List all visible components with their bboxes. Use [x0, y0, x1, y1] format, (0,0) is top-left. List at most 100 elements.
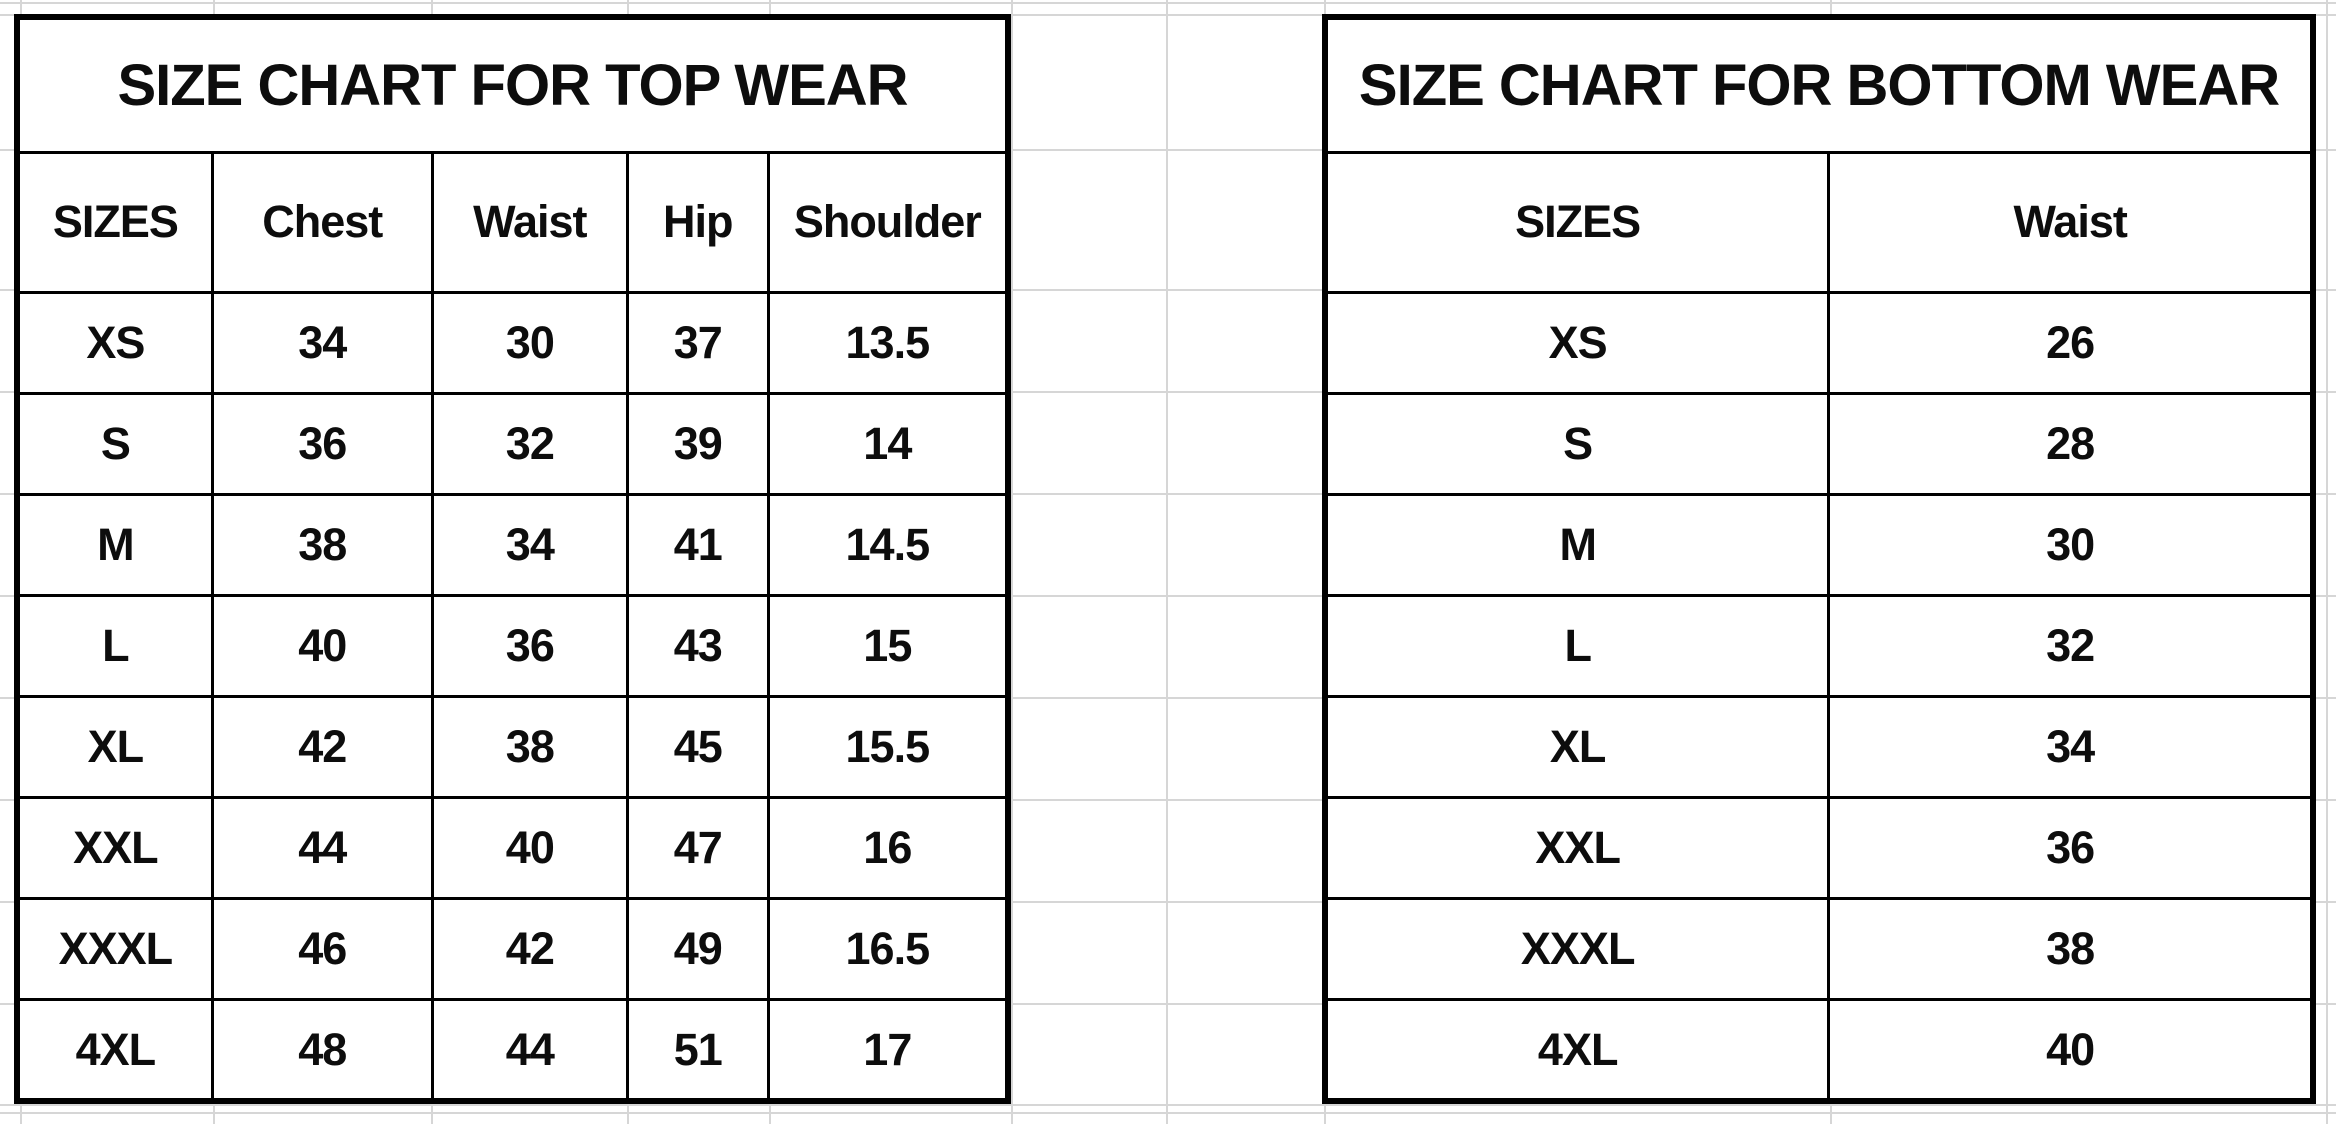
measurement-cell: 16.5: [766, 897, 1010, 1002]
measurement-cell: 34: [210, 290, 434, 395]
table-header-row: SIZES Chest Waist Hip Shoulder: [15, 150, 1010, 294]
size-label-cell: XL: [15, 694, 214, 800]
measurement-cell: 43: [625, 593, 770, 699]
column-header: Hip: [625, 150, 770, 294]
gridline-horizontal: [0, 595, 2336, 597]
table-row: S 36 32 39 14: [15, 391, 1010, 496]
table-row: XL 34: [1323, 694, 2315, 800]
measurement-cell: 39: [625, 391, 770, 496]
measurement-cell: 13.5: [766, 290, 1010, 395]
gridline-horizontal: [0, 289, 2336, 291]
measurement-cell: 17: [766, 998, 1010, 1103]
gridline-horizontal: [0, 14, 2336, 16]
table-row: XL 42 38 45 15.5: [15, 694, 1010, 800]
measurement-cell: 40: [1827, 998, 2315, 1103]
size-chart-top-wear-table: SIZE CHART FOR TOP WEAR SIZES Chest Waist Hi…: [14, 14, 1011, 1104]
table-row: 4XL 40: [1323, 998, 2315, 1103]
size-label-cell: XXXL: [15, 897, 214, 1002]
measurement-cell: 37: [625, 290, 770, 395]
measurement-cell: 46: [210, 897, 434, 1002]
gridline-horizontal: [0, 149, 2336, 151]
table-row: XS 26: [1323, 290, 2315, 395]
size-label-cell: M: [15, 492, 214, 597]
size-label-cell: L: [15, 593, 214, 699]
measurement-cell: 49: [625, 897, 770, 1002]
gridline-vertical: [1166, 0, 1168, 1124]
measurement-cell: 32: [430, 391, 629, 496]
gridline-horizontal: [0, 1104, 2336, 1106]
table-row: XXXL 38: [1323, 897, 2315, 1002]
size-chart-bottom-wear-table: SIZE CHART FOR BOTTOM WEAR SIZES Waist XS 26…: [1322, 14, 2316, 1104]
measurement-cell: 41: [625, 492, 770, 597]
measurement-cell: 30: [1827, 492, 2315, 597]
measurement-cell: 38: [1827, 897, 2315, 1002]
size-label-cell: S: [1323, 391, 1831, 496]
measurement-cell: 45: [625, 694, 770, 800]
gridline-vertical: [1011, 0, 1013, 1124]
size-label-cell: XS: [1323, 290, 1831, 395]
table-row: M 38 34 41 14.5: [15, 492, 1010, 597]
size-label-cell: XXXL: [1323, 897, 1831, 1002]
table-row: XXL 44 40 47 16: [15, 796, 1010, 901]
gridline-horizontal: [0, 1003, 2336, 1005]
measurement-cell: 14: [766, 391, 1010, 496]
table-title-row: SIZE CHART FOR BOTTOM WEAR: [1323, 15, 2315, 154]
measurement-cell: 14.5: [766, 492, 1010, 597]
measurement-cell: 36: [210, 391, 434, 496]
size-label-cell: M: [1323, 492, 1831, 597]
measurement-cell: 28: [1827, 391, 2315, 496]
measurement-cell: 15.5: [766, 694, 1010, 800]
gridline-vertical: [2326, 0, 2328, 1124]
column-header: Waist: [430, 150, 629, 294]
table-title: SIZE CHART FOR BOTTOM WEAR: [1323, 15, 2315, 154]
size-label-cell: XS: [15, 290, 214, 395]
size-label-cell: XXL: [1323, 796, 1831, 901]
gridline-horizontal: [0, 799, 2336, 801]
gridline-horizontal: [0, 1112, 2336, 1114]
column-header: SIZES: [1323, 150, 1831, 294]
gridline-horizontal: [0, 493, 2336, 495]
measurement-cell: 16: [766, 796, 1010, 901]
measurement-cell: 15: [766, 593, 1010, 699]
size-label-cell: XXL: [15, 796, 214, 901]
size-label-cell: L: [1323, 593, 1831, 699]
table-title-row: SIZE CHART FOR TOP WEAR: [15, 15, 1010, 154]
table-row: XS 34 30 37 13.5: [15, 290, 1010, 395]
gridline-horizontal: [0, 391, 2336, 393]
table-row: L 32: [1323, 593, 2315, 699]
measurement-cell: 48: [210, 998, 434, 1103]
measurement-cell: 36: [430, 593, 629, 699]
column-header: Shoulder: [766, 150, 1010, 294]
table-row: M 30: [1323, 492, 2315, 597]
measurement-cell: 32: [1827, 593, 2315, 699]
gridline-horizontal: [0, 2, 2336, 4]
measurement-cell: 30: [430, 290, 629, 395]
gridline-horizontal: [0, 697, 2336, 699]
size-label-cell: 4XL: [15, 998, 214, 1103]
measurement-cell: 38: [430, 694, 629, 800]
measurement-cell: 34: [430, 492, 629, 597]
measurement-cell: 40: [430, 796, 629, 901]
measurement-cell: 47: [625, 796, 770, 901]
table-title: SIZE CHART FOR TOP WEAR: [15, 15, 1010, 154]
table-row: 4XL 48 44 51 17: [15, 998, 1010, 1103]
column-header: SIZES: [15, 150, 214, 294]
size-label-cell: 4XL: [1323, 998, 1831, 1103]
table-row: S 28: [1323, 391, 2315, 496]
gridline-horizontal: [0, 901, 2336, 903]
table-row: XXL 36: [1323, 796, 2315, 901]
measurement-cell: 40: [210, 593, 434, 699]
measurement-cell: 26: [1827, 290, 2315, 395]
table-row: L 40 36 43 15: [15, 593, 1010, 699]
measurement-cell: 44: [430, 998, 629, 1103]
measurement-cell: 36: [1827, 796, 2315, 901]
measurement-cell: 44: [210, 796, 434, 901]
measurement-cell: 51: [625, 998, 770, 1103]
measurement-cell: 34: [1827, 694, 2315, 800]
column-header: Chest: [210, 150, 434, 294]
measurement-cell: 42: [430, 897, 629, 1002]
measurement-cell: 38: [210, 492, 434, 597]
measurement-cell: 42: [210, 694, 434, 800]
size-label-cell: XL: [1323, 694, 1831, 800]
